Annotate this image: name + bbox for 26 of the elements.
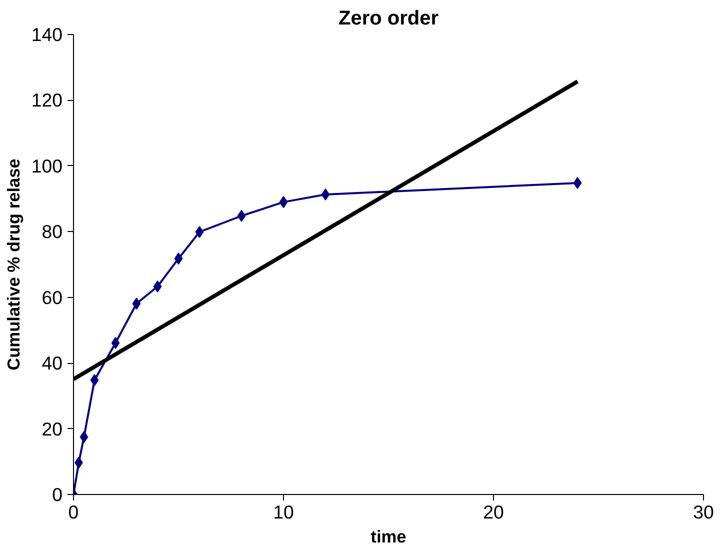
x-axis-title: time bbox=[370, 526, 407, 546]
point bbox=[174, 252, 183, 265]
y-tick-label: 100 bbox=[31, 155, 63, 176]
y-tick-label: 0 bbox=[52, 484, 63, 505]
x-tick-label: 0 bbox=[68, 502, 79, 522]
point bbox=[195, 226, 204, 238]
chart-title: Zero order bbox=[338, 8, 439, 30]
y-tick-label: 60 bbox=[42, 286, 63, 308]
y-tick-label: 140 bbox=[31, 24, 63, 45]
point bbox=[321, 188, 330, 201]
point bbox=[90, 374, 99, 386]
x-tick-label: 10 bbox=[273, 502, 294, 522]
y-axis-title: Cumulative % drug relase bbox=[3, 158, 24, 370]
x-tick-label: 20 bbox=[483, 502, 504, 522]
y-tick-label: 40 bbox=[42, 352, 63, 374]
x-tick-label: 30 bbox=[693, 502, 714, 522]
point bbox=[237, 210, 246, 222]
point bbox=[80, 431, 88, 443]
y-tick-label: 120 bbox=[31, 90, 63, 111]
point bbox=[279, 196, 288, 208]
y-tick-label: 80 bbox=[42, 221, 63, 242]
y-tick-label: 20 bbox=[42, 418, 63, 440]
point bbox=[573, 177, 582, 190]
point bbox=[153, 280, 162, 293]
point bbox=[132, 298, 141, 310]
point bbox=[111, 337, 120, 350]
